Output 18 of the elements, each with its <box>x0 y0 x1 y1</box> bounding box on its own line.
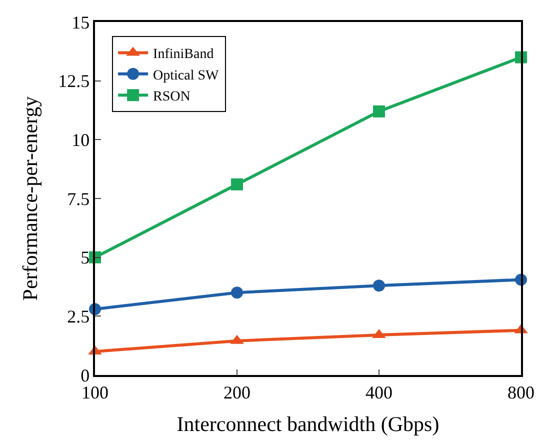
x-tick-label: 200 <box>224 382 250 402</box>
point <box>373 280 385 292</box>
y-tick-label: 7.5 <box>67 188 90 209</box>
y-tick-label: 5 <box>80 248 90 268</box>
legend-label: InfiniBand <box>153 47 214 62</box>
y-tick-label: 10 <box>72 130 90 150</box>
legend-label: Optical SW <box>153 68 220 84</box>
y-axis-title: Performance-per-energy <box>18 96 42 301</box>
point <box>373 105 385 118</box>
x-tick-label: 400 <box>366 382 392 402</box>
x-axis-title: Interconnect bandwidth (Gbps) <box>176 412 440 436</box>
legend-label: RSON <box>153 90 190 105</box>
point <box>231 286 243 299</box>
x-tick-label: 800 <box>508 382 534 402</box>
y-tick-label: 15 <box>72 12 90 32</box>
point <box>231 178 243 190</box>
y-tick-label: 12.5 <box>58 71 90 92</box>
y-tick-label: 2.5 <box>67 306 90 326</box>
